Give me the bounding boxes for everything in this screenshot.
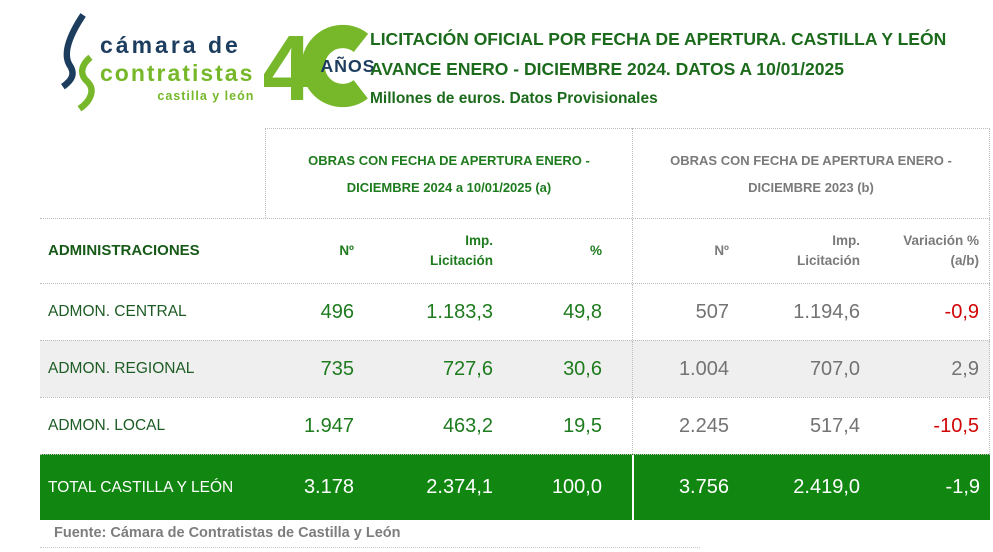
cell-n-a: 496 xyxy=(320,300,354,323)
cell-imp-b: 517,4 xyxy=(809,414,860,437)
cell-pct: 30,6 xyxy=(563,357,602,380)
title-line-2: AVANCE ENERO - DICIEMBRE 2024. DATOS A 1… xyxy=(370,59,844,79)
title-line-3: Millones de euros. Datos Provisionales xyxy=(370,90,658,107)
cell-imp-a: 463,2 xyxy=(442,414,493,437)
cell-imp-a: 727,6 xyxy=(442,357,493,380)
page-header: cámara de contratistas castilla y león 4… xyxy=(0,0,993,128)
group-header-row: OBRAS CON FECHA DE APERTURA ENERO - DICI… xyxy=(40,128,990,218)
column-header-variacion-line2: (a/b) xyxy=(950,253,980,268)
cell-imp-b: 2.419,0 xyxy=(793,476,860,498)
badge-zero-ring xyxy=(301,24,385,108)
logo-line-camara-de: cámara de xyxy=(100,32,241,58)
source-note: Fuente: Cámara de Contratistas de Castil… xyxy=(54,525,401,541)
cell-n-b: 3.756 xyxy=(632,455,745,520)
column-header-variacion: Variación % (a/b) xyxy=(870,219,990,283)
cell-imp-a: 2.374,1 xyxy=(426,476,493,498)
logo-40-anos-badge: 4 AÑOS xyxy=(261,16,385,120)
licitacion-table: OBRAS CON FECHA DE APERTURA ENERO - DICI… xyxy=(40,128,990,520)
logo-line-castilla-y-leon: castilla y león xyxy=(157,89,255,103)
column-header-n-b: Nº xyxy=(632,219,745,283)
cell-imp-b: 707,0 xyxy=(809,357,860,380)
logo: cámara de contratistas castilla y león 4… xyxy=(50,12,385,125)
group-header-2023: OBRAS CON FECHA DE APERTURA ENERO - DICI… xyxy=(632,128,990,218)
badge-anos-label: AÑOS xyxy=(321,55,376,76)
logo-line-contratistas: contratistas xyxy=(100,60,255,86)
cell-imp-b: 1.194,6 xyxy=(793,300,860,323)
column-header-imp-a: Imp. Licitación xyxy=(370,219,505,283)
cell-n-b: 1.004 xyxy=(632,341,745,397)
column-header-imp-a-line1: Imp. xyxy=(465,233,493,248)
cell-variacion: -10,5 xyxy=(870,398,990,454)
column-header-imp-b-line2: Licitación xyxy=(796,253,860,268)
total-label: TOTAL CASTILLA Y LEÓN xyxy=(48,478,234,496)
column-header-variacion-line1: Variación % xyxy=(903,233,979,248)
cell-imp-a: 1.183,3 xyxy=(426,300,493,323)
cell-variacion: 2,9 xyxy=(870,341,990,397)
group-header-spacer xyxy=(40,128,265,218)
column-header-row: ADMINISTRACIONES Nº Imp. Licitación % Nº… xyxy=(40,218,990,283)
cell-n-a: 1.947 xyxy=(303,414,354,437)
cell-variacion: -1,9 xyxy=(945,476,980,498)
row-label: ADMON. CENTRAL xyxy=(48,303,187,320)
cell-pct: 49,8 xyxy=(563,300,602,323)
row-label: ADMON. LOCAL xyxy=(48,417,166,434)
report-title: LICITACIÓN OFICIAL POR FECHA DE APERTURA… xyxy=(370,24,946,114)
column-header-administraciones: ADMINISTRACIONES xyxy=(48,242,200,259)
logo-wordmark: cámara de contratistas castilla y león xyxy=(100,32,254,103)
footer-divider xyxy=(40,547,700,548)
table-row-admon-central: ADMON. CENTRAL 496 1.183,3 49,8 507 1.19… xyxy=(40,283,990,340)
column-header-pct: % xyxy=(589,243,602,258)
group-header-2024: OBRAS CON FECHA DE APERTURA ENERO - DICI… xyxy=(265,128,632,218)
table-row-admon-local: ADMON. LOCAL 1.947 463,2 19,5 2.245 517,… xyxy=(40,397,990,454)
cell-n-a: 735 xyxy=(320,357,354,380)
row-label: ADMON. REGIONAL xyxy=(48,360,195,377)
column-header-imp-b: Imp. Licitación xyxy=(745,219,870,283)
cell-variacion: -0,9 xyxy=(870,284,990,340)
table-row-admon-regional: ADMON. REGIONAL 735 727,6 30,6 1.004 707… xyxy=(40,340,990,397)
title-line-1: LICITACIÓN OFICIAL POR FECHA DE APERTURA… xyxy=(370,29,947,49)
column-header-imp-b-line1: Imp. xyxy=(832,233,860,248)
column-header-imp-a-line2: Licitación xyxy=(429,253,493,268)
column-header-n-a: Nº xyxy=(339,243,354,258)
cell-pct: 100,0 xyxy=(551,476,602,498)
table-row-total: TOTAL CASTILLA Y LEÓN 3.178 2.374,1 100,… xyxy=(40,454,990,520)
logo-squiggle-icon xyxy=(50,12,96,125)
cell-n-b: 507 xyxy=(632,284,745,340)
cell-n-b: 2.245 xyxy=(632,398,745,454)
cell-pct: 19,5 xyxy=(563,414,602,437)
table-footer: Fuente: Cámara de Contratistas de Castil… xyxy=(40,520,993,548)
cell-n-a: 3.178 xyxy=(303,476,354,498)
